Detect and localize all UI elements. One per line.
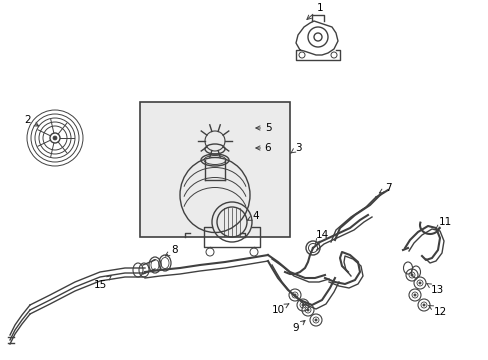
Text: 4: 4 [247,211,259,221]
Circle shape [418,282,420,284]
Text: 9: 9 [292,320,305,333]
Text: 14: 14 [314,230,328,244]
Circle shape [410,274,412,276]
Text: 8: 8 [165,245,178,256]
Text: 11: 11 [435,217,451,230]
Circle shape [53,136,57,140]
Circle shape [306,309,308,311]
Circle shape [314,319,317,321]
Text: 5: 5 [255,123,271,133]
Text: 1: 1 [306,3,323,19]
Text: 10: 10 [271,304,288,315]
Circle shape [422,304,425,306]
Text: 2: 2 [24,115,39,126]
Text: 13: 13 [426,283,443,295]
Circle shape [293,294,296,296]
Text: 12: 12 [428,306,446,317]
Text: 3: 3 [290,143,301,153]
Text: 6: 6 [255,143,271,153]
Text: 15: 15 [93,276,111,290]
Text: 7: 7 [379,183,390,193]
Circle shape [413,294,415,296]
Circle shape [301,304,304,306]
Bar [140,102,289,237]
